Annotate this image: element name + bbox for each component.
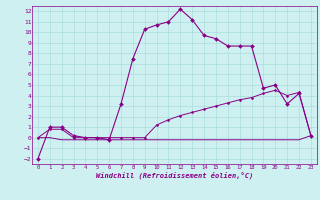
X-axis label: Windchill (Refroidissement éolien,°C): Windchill (Refroidissement éolien,°C) xyxy=(96,171,253,179)
